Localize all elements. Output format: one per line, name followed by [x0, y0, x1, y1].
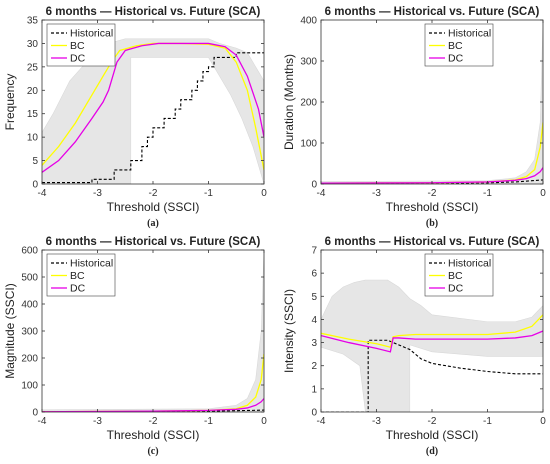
- x-axis-label: Threshold (SSCI): [386, 428, 479, 442]
- x-tick-label: -4: [38, 188, 47, 199]
- series-line-historical: [321, 339, 543, 412]
- y-tick-label: 4: [311, 315, 317, 326]
- x-axis-label: Threshold (SSCI): [386, 200, 479, 214]
- series-line-bc: [42, 353, 264, 412]
- y-tick-label: 0: [32, 180, 38, 191]
- x-tick-label: -1: [483, 188, 492, 199]
- x-tick-label: 0: [540, 416, 546, 427]
- series-line-bc: [42, 42, 264, 171]
- legend-label-bc: BC: [448, 270, 463, 282]
- y-tick-label: 100: [21, 381, 38, 392]
- y-tick-label: 5: [32, 156, 38, 167]
- uncertainty-band: [42, 250, 264, 412]
- x-tick-label: -4: [317, 188, 326, 199]
- y-tick-label: 400: [21, 300, 38, 311]
- x-axis-label: Threshold (SSCI): [107, 428, 200, 442]
- legend-label-bc: BC: [70, 270, 85, 282]
- x-tick-label: -4: [38, 416, 47, 427]
- y-tick-label: 5: [311, 292, 317, 303]
- panel-b: -4 -3 -2 -1 0 0 100 200 300 400 6 months — Histori…: [282, 6, 546, 229]
- legend-label-dc: DC: [70, 53, 86, 65]
- y-tick-label: 300: [300, 57, 317, 68]
- x-tick-label: -3: [93, 188, 102, 199]
- y-tick-label: 400: [300, 16, 317, 27]
- x-tick-label: -2: [149, 416, 158, 427]
- x-tick-label: 0: [261, 416, 267, 427]
- series-line-bc: [321, 314, 543, 348]
- y-tick-label: 25: [27, 62, 39, 73]
- y-tick-label: 15: [27, 109, 39, 120]
- panel-label: (d): [426, 446, 438, 457]
- y-axis-label: Intensity (SSCI): [282, 289, 296, 373]
- y-tick-label: 200: [300, 98, 317, 109]
- y-tick-label: 0: [32, 408, 38, 419]
- series-line-bc: [321, 122, 543, 184]
- panel-a: -4 -3 -2 -1 0 0 5 10 15 20 25 30 35 6 months — Histor…: [3, 6, 267, 229]
- y-axis-label: Frequency: [3, 74, 17, 131]
- y-tick-label: 6: [311, 269, 317, 280]
- y-tick-label: 0: [311, 180, 317, 191]
- x-tick-label: -3: [372, 188, 381, 199]
- chart-title: 6 months — Historical vs. Future (SCA): [46, 236, 261, 248]
- x-axis-label: Threshold (SSCI): [107, 200, 200, 214]
- x-tick-label: 0: [261, 188, 267, 199]
- x-tick-label: -1: [204, 188, 213, 199]
- x-tick-label: -2: [428, 416, 437, 427]
- y-tick-label: 2: [311, 361, 317, 372]
- y-tick-label: 3: [311, 338, 317, 349]
- panel-d: -4 -3 -2 -1 0 0 1 2 3 4 5 6 7 6 months — Historical v…: [282, 236, 546, 457]
- x-tick-label: -1: [204, 416, 213, 427]
- uncertainty-band: [321, 20, 543, 184]
- y-axis-label: Duration (Months): [282, 54, 296, 150]
- legend-label-historical: Historical: [70, 28, 113, 40]
- y-tick-label: 600: [21, 246, 38, 257]
- y-tick-label: 7: [311, 246, 317, 257]
- x-tick-label: 0: [540, 188, 546, 199]
- series-line-historical: [42, 52, 264, 184]
- chart-title: 6 months — Historical vs. Future (SCA): [325, 6, 540, 18]
- x-tick-label: -3: [93, 416, 102, 427]
- y-tick-label: 100: [300, 139, 317, 150]
- legend-label-historical: Historical: [448, 28, 491, 40]
- series-line-dc: [42, 398, 264, 412]
- legend-label-bc: BC: [70, 40, 85, 52]
- y-tick-label: 0: [311, 408, 317, 419]
- x-tick-label: -4: [317, 416, 326, 427]
- legend-label-historical: Historical: [70, 258, 113, 270]
- series-line-dc: [321, 167, 543, 184]
- y-tick-label: 300: [21, 327, 38, 338]
- series-line-dc: [42, 42, 264, 173]
- chart-title: 6 months — Historical vs. Future (SCA): [46, 6, 261, 18]
- legend-label-historical: Historical: [448, 258, 491, 270]
- legend-label-bc: BC: [448, 40, 463, 52]
- x-tick-label: -2: [149, 188, 158, 199]
- y-tick-label: 30: [27, 39, 39, 50]
- series-line-dc: [321, 330, 543, 353]
- panel-label: (b): [426, 218, 438, 229]
- x-tick-label: -1: [483, 416, 492, 427]
- y-tick-label: 1: [311, 384, 317, 395]
- panel-c: -4 -3 -2 -1 0 0 100 200 300 400 500 600 6 months — H…: [3, 236, 267, 457]
- y-tick-label: 200: [21, 354, 38, 365]
- legend-label-dc: DC: [70, 283, 86, 295]
- y-axis-label: Magnitude (SSCI): [3, 283, 17, 378]
- y-tick-label: 35: [27, 16, 39, 27]
- x-tick-label: -2: [428, 188, 437, 199]
- chart-title: 6 months — Historical vs. Future (SCA): [325, 236, 540, 248]
- legend-label-dc: DC: [448, 53, 464, 65]
- y-tick-label: 500: [21, 273, 38, 284]
- legend-label-dc: DC: [448, 283, 464, 295]
- uncertainty-band: [321, 279, 543, 412]
- y-tick-label: 10: [27, 133, 39, 144]
- panel-label: (c): [147, 446, 158, 457]
- x-tick-label: -3: [372, 416, 381, 427]
- y-tick-label: 20: [27, 86, 39, 97]
- panel-label: (a): [147, 218, 159, 229]
